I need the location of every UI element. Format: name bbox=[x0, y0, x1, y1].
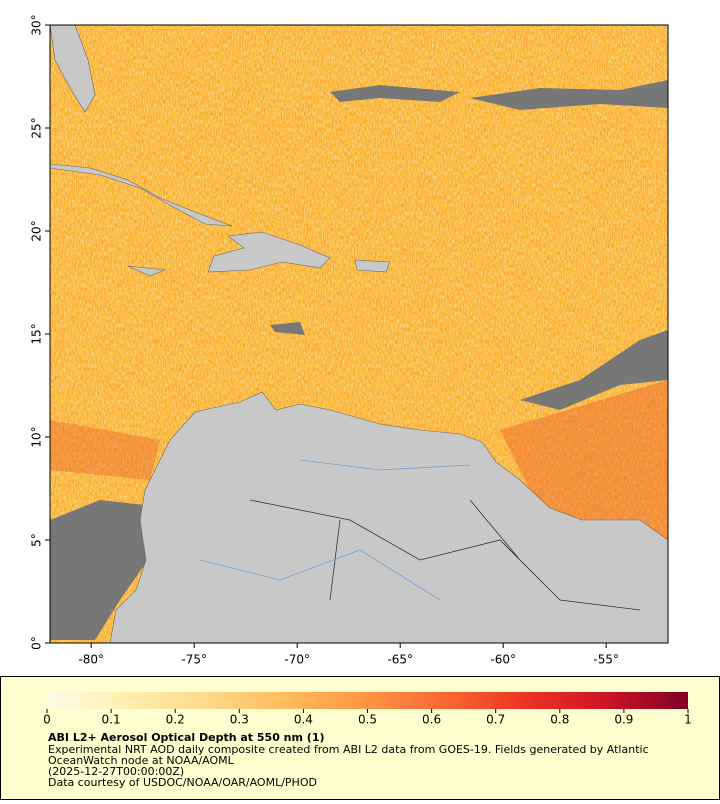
colorbar-tick-label: 0.1 bbox=[102, 713, 121, 727]
x-tick-label: -70° bbox=[284, 653, 310, 667]
colorbar-tick-label: 1 bbox=[684, 713, 692, 727]
land bbox=[50, 25, 668, 643]
colorbar bbox=[47, 692, 688, 709]
colorbar-tick-label: 0.5 bbox=[358, 713, 377, 727]
x-tick-label: -60° bbox=[490, 653, 516, 667]
colorbar-tick-label: 0.8 bbox=[550, 713, 569, 727]
clouds bbox=[50, 80, 668, 640]
x-tick-label: -55° bbox=[593, 653, 619, 667]
y-tick-label: 0° bbox=[30, 636, 44, 650]
x-tick-label: -80° bbox=[78, 653, 104, 667]
x-tick-label: -75° bbox=[181, 653, 207, 667]
colorbar-tick-label: 0.7 bbox=[486, 713, 505, 727]
colorbar-tick-label: 0 bbox=[43, 713, 51, 727]
high-aod bbox=[50, 420, 160, 480]
colorbar-tick-label: 0.6 bbox=[422, 713, 441, 727]
colorbar-tick-label: 0.4 bbox=[294, 713, 313, 727]
colorbar-tick-label: 0.2 bbox=[166, 713, 185, 727]
y-tick-label: 20° bbox=[30, 220, 44, 241]
colorbar-tick-label: 0.3 bbox=[230, 713, 249, 727]
note: Data courtesy of USDOC/NOAA/OAR/AOML/PHO… bbox=[48, 776, 317, 789]
note: (2025-12-27T00:00:00Z) bbox=[48, 765, 184, 778]
map bbox=[50, 25, 668, 643]
y-tick-label: 15° bbox=[30, 323, 44, 344]
y-tick-label: 5° bbox=[30, 533, 44, 547]
axes: -80° -75° -70° -65° -60° -55° 0° 5° 10° 15° 20° 25°… bbox=[30, 14, 620, 666]
y-tick-label: 30° bbox=[30, 14, 44, 35]
colorbar-tick-label: 0.9 bbox=[614, 713, 633, 727]
x-tick-label: -65° bbox=[387, 653, 413, 667]
y-tick-label: 25° bbox=[30, 117, 44, 138]
y-tick-label: 10° bbox=[30, 426, 44, 447]
high-aod bbox=[500, 380, 668, 560]
note: OceanWatch node at NOAA/AOML bbox=[48, 754, 235, 767]
note: Experimental NRT AOD daily composite cre… bbox=[48, 743, 649, 756]
title: ABI L2+ Aerosol Optical Depth at 550 nm … bbox=[48, 731, 325, 744]
